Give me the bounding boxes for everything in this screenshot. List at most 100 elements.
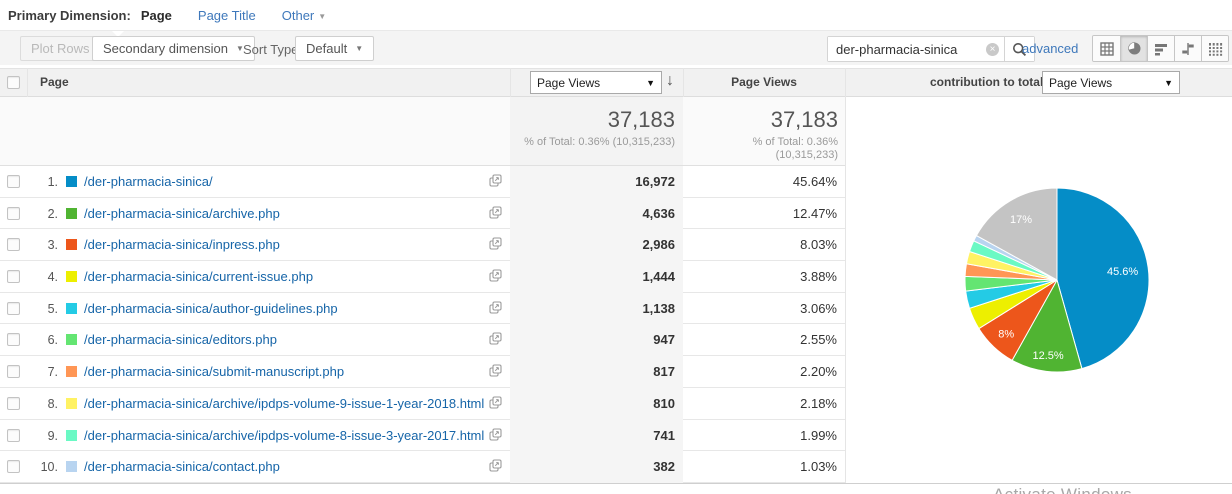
sort-type-label: Sort Type:	[243, 42, 303, 57]
sort-descending-icon[interactable]: ↓	[666, 72, 674, 89]
page-views-percent: 45.64%	[792, 174, 837, 189]
page-link[interactable]: /der-pharmacia-sinica/author-guidelines.…	[84, 300, 338, 316]
open-in-new-window-icon[interactable]	[489, 237, 502, 253]
row-color-swatch	[66, 302, 77, 314]
search-button[interactable]	[1004, 37, 1034, 61]
contribution-metric-select[interactable]: Page Views ▼	[1042, 71, 1180, 94]
open-in-new-window-icon[interactable]	[489, 269, 502, 285]
page-views-percent: 1.99%	[800, 427, 837, 443]
select-all-checkbox[interactable]	[7, 76, 20, 89]
page-column-header[interactable]: Page	[40, 75, 69, 89]
row-rank: 3.	[47, 238, 58, 253]
open-in-new-window-icon[interactable]	[489, 364, 502, 380]
search-icon	[1012, 42, 1027, 56]
total-views-subtitle: % of Total: 0.36% (10,315,233)	[524, 136, 675, 148]
open-in-new-window-icon[interactable]	[489, 427, 502, 444]
dimension-option-page[interactable]: Page	[140, 7, 172, 23]
pie-slice[interactable]	[1056, 187, 1150, 370]
primary-dimension-label: Primary Dimension:	[8, 7, 131, 23]
table-row: 9. /der-pharmacia-sinica/archive/ipdps-v…	[0, 419, 845, 452]
table-row: 1. /der-pharmacia-sinica/ 16,972 45.64%	[0, 166, 845, 198]
table-body: 1. /der-pharmacia-sinica/ 16,972 45.64% …	[0, 166, 845, 483]
other-link[interactable]: Other	[281, 7, 315, 23]
search-input[interactable]	[828, 37, 986, 61]
pie-slice-label: 17%	[1010, 214, 1032, 226]
percentage-view-button[interactable]	[1120, 36, 1147, 61]
open-in-new-window-icon[interactable]	[489, 174, 502, 190]
sort-type-button[interactable]: Default ▼	[295, 36, 375, 61]
row-checkbox[interactable]	[7, 396, 20, 410]
pie-slice-label: 12.5%	[1032, 350, 1063, 362]
row-checkbox[interactable]	[7, 460, 20, 474]
row-checkbox[interactable]	[7, 301, 20, 315]
primary-dimension-bar: Primary Dimension: Page Page Title Other…	[0, 0, 1232, 30]
pie-slice[interactable]	[975, 187, 1058, 281]
secondary-dimension-button[interactable]: Secondary dimension ▼	[92, 36, 255, 61]
row-checkbox[interactable]	[7, 428, 20, 442]
open-in-new-window-icon[interactable]	[489, 396, 502, 412]
row-checkbox[interactable]	[7, 238, 20, 252]
row-color-swatch	[66, 176, 77, 187]
row-checkbox[interactable]	[7, 206, 20, 220]
row-checkbox[interactable]	[7, 365, 20, 379]
row-checkbox[interactable]	[7, 270, 20, 284]
total-views-primary: 37,183 % of Total: 0.36% (10,315,233)	[375, 107, 675, 149]
pie-slice[interactable]	[1011, 278, 1083, 373]
performance-view-button[interactable]	[1147, 36, 1174, 61]
row-rank: 1.	[47, 175, 58, 189]
chevron-down-icon: ▼	[355, 44, 364, 53]
row-rank: 9.	[47, 428, 58, 443]
row-checkbox[interactable]	[7, 333, 20, 347]
open-in-new-window-icon[interactable]	[489, 332, 502, 348]
search-box: ×	[827, 36, 1035, 62]
comparison-view-button[interactable]	[1174, 36, 1201, 61]
row-rank: 8.	[47, 396, 58, 411]
metric-select-value: Page Views	[537, 75, 601, 90]
page-views-percent: 12.47%	[792, 205, 837, 221]
open-in-new-window-icon[interactable]	[489, 301, 502, 317]
page-link[interactable]: /der-pharmacia-sinica/	[84, 174, 213, 189]
table-view-button[interactable]	[1093, 36, 1120, 61]
page-link[interactable]: /der-pharmacia-sinica/archive/ipdps-volu…	[84, 427, 485, 443]
page-link[interactable]: /der-pharmacia-sinica/editors.php	[84, 332, 277, 348]
page-views-percent: 3.06%	[800, 300, 837, 316]
page-views-value: 16,972	[510, 166, 683, 198]
page-link[interactable]: /der-pharmacia-sinica/archive/ipdps-volu…	[84, 395, 485, 411]
page-views-percent: 8.03%	[800, 237, 837, 253]
plot-rows-button[interactable]: Plot Rows	[20, 36, 101, 61]
row-color-swatch	[66, 429, 77, 441]
dimension-option-page-title[interactable]: Page Title	[198, 8, 256, 23]
pivot-view-button[interactable]	[1201, 36, 1228, 61]
row-color-swatch	[66, 334, 77, 346]
page-link[interactable]: /der-pharmacia-sinica/archive.php	[84, 205, 280, 221]
row-checkbox[interactable]	[7, 175, 20, 188]
table-row: 5. /der-pharmacia-sinica/author-guidelin…	[0, 292, 845, 325]
sort-type-value: Default	[306, 41, 348, 56]
open-in-new-window-icon[interactable]	[489, 459, 502, 475]
page-views-percent: 2.18%	[800, 395, 837, 411]
page-views-value: 817	[510, 356, 683, 388]
page-link[interactable]: /der-pharmacia-sinica/submit-manuscript.…	[84, 364, 345, 380]
table-view-icon	[1099, 41, 1114, 56]
metric-select[interactable]: Page Views ▼	[530, 71, 662, 94]
dimension-option-other[interactable]: Other ▼	[282, 8, 326, 23]
page-link[interactable]: /der-pharmacia-sinica/current-issue.php	[84, 269, 314, 285]
page-title-link[interactable]: Page Title	[197, 7, 256, 23]
pie-chart-icon	[1127, 42, 1140, 55]
page-link[interactable]: /der-pharmacia-sinica/contact.php	[84, 459, 280, 475]
row-rank: 6.	[47, 333, 58, 348]
row-rank: 4.	[47, 270, 58, 285]
open-in-new-window-icon[interactable]	[489, 206, 502, 222]
clear-search-icon[interactable]: ×	[986, 42, 999, 56]
advanced-link[interactable]: advanced	[1022, 41, 1079, 56]
page-views-value: 382	[510, 451, 683, 483]
pie-chart[interactable]: 45.6% 12.5% 8% 17%	[957, 180, 1157, 380]
row-rank: 7.	[47, 365, 58, 380]
contribution-pie-panel: 45.6% 12.5% 8% 17%	[846, 97, 1232, 483]
report-toolbar: Plot Rows Secondary dimension ▼ Sort Type…	[0, 30, 1232, 65]
page-views-column-header[interactable]: Page Views	[731, 75, 797, 89]
page-views-value: 810	[510, 387, 683, 420]
comparison-icon	[1182, 42, 1194, 55]
page-link[interactable]: /der-pharmacia-sinica/inpress.php	[84, 237, 280, 253]
